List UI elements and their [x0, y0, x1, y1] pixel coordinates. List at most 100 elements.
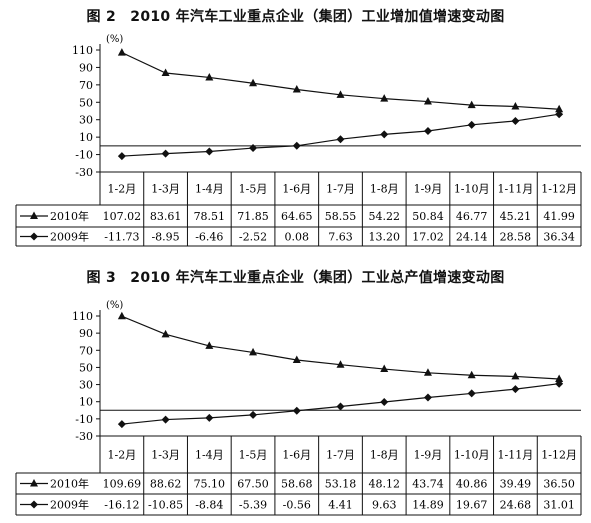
diamond-point: [205, 413, 214, 422]
figure-2: 图 2 2010 年汽车工业重点企业（集团）工业增加值增速变动图 110 90 70…: [15, 9, 582, 247]
category-label: 1-3月: [151, 183, 180, 196]
diamond-point: [380, 130, 389, 139]
data-label: 67.50: [237, 478, 269, 491]
data-label: 43.74: [412, 478, 444, 491]
data-label: 41.99: [543, 210, 575, 223]
series-triangle: [117, 48, 564, 113]
data-label: 50.84: [412, 210, 444, 223]
data-label: 78.51: [194, 210, 226, 223]
data-label: 4.41: [328, 499, 353, 512]
category-label: 1-2月: [108, 449, 137, 462]
data-label: 24.14: [456, 231, 488, 244]
category-label: 1-4月: [195, 183, 224, 196]
y-axis: 110 90 70 50 30 10 -10 -30: [72, 310, 101, 473]
y-tick-label: 30: [79, 379, 93, 392]
triangle-point: [292, 85, 301, 93]
diamond-point: [117, 420, 126, 429]
triangle-point: [292, 355, 301, 363]
triangle-point: [161, 68, 170, 76]
legend-diamond-marker: [30, 232, 38, 241]
diamond-point: [336, 135, 345, 144]
y-tick-label: 10: [79, 396, 93, 409]
category-label: 1-7月: [326, 449, 355, 462]
y-tick-label: 110: [72, 310, 93, 323]
diamond-point: [467, 120, 476, 129]
data-label: 58.68: [281, 478, 313, 491]
category-label: 1-10月: [454, 183, 490, 196]
y-tick-label: 50: [79, 361, 93, 374]
data-label: 71.85: [237, 210, 269, 223]
data-label: 0.08: [285, 231, 310, 244]
data-label: 24.68: [500, 499, 532, 512]
unit-label: (%): [106, 300, 123, 311]
diamond-point: [292, 406, 301, 415]
data-label: 36.50: [543, 478, 575, 491]
series-line: [121, 113, 560, 157]
y-tick-label: 10: [79, 131, 93, 144]
triangle-point: [205, 341, 214, 349]
data-label: -16.12: [104, 499, 139, 512]
category-label: 1-10月: [454, 449, 490, 462]
category-label: 1-4月: [195, 449, 224, 462]
diamond-point: [380, 398, 389, 407]
data-label: 53.18: [325, 478, 357, 491]
data-label: 88.62: [150, 478, 182, 491]
series-triangle: [117, 311, 564, 382]
triangle-point: [336, 360, 345, 368]
category-label: 1-6月: [282, 449, 311, 462]
y-tick-label: 70: [79, 79, 93, 92]
category-label: 1-6月: [282, 183, 311, 196]
triangle-point: [161, 329, 170, 338]
diamond-point: [249, 144, 258, 153]
y-tick-label: 30: [79, 114, 93, 127]
diamond-point: [117, 152, 126, 161]
data-label: 107.02: [103, 210, 142, 223]
category-label: 1-2月: [108, 183, 137, 196]
triangle-point: [249, 347, 258, 356]
category-label: 1-5月: [239, 183, 268, 196]
category-label: 1-7月: [326, 183, 355, 196]
series-diamond: [117, 379, 564, 429]
legend-triangle-marker: [30, 211, 38, 219]
data-label: 13.20: [368, 231, 400, 244]
data-label: 36.34: [543, 231, 575, 244]
category-label: 1-9月: [414, 449, 443, 462]
diamond-point: [161, 415, 170, 424]
data-label: 9.63: [372, 499, 397, 512]
triangle-point: [423, 97, 432, 105]
data-label: -11.73: [104, 231, 139, 244]
data-label: 7.63: [328, 231, 353, 244]
y-tick-label: -30: [75, 166, 93, 179]
triangle-point: [511, 101, 520, 110]
triangle-point: [467, 370, 476, 379]
category-label: 1-9月: [414, 183, 443, 196]
data-label: 54.22: [368, 210, 400, 223]
category-label: 1-11月: [498, 183, 534, 196]
data-label: -6.46: [195, 231, 223, 244]
y-tick-label: 110: [72, 44, 93, 57]
y-tick-label: -10: [75, 149, 93, 162]
category-label: 1-11月: [498, 449, 534, 462]
diamond-point: [555, 110, 564, 119]
legend-label: 2010年: [50, 209, 89, 223]
category-label: 1-3月: [151, 449, 180, 462]
diamond-point: [205, 147, 214, 156]
unit-label: (%): [106, 34, 123, 45]
triangle-point: [117, 48, 126, 56]
legend-diamond-marker: [30, 500, 38, 509]
data-label: 19.67: [456, 499, 488, 512]
triangle-point: [205, 72, 214, 81]
diamond-point: [423, 127, 432, 136]
data-label: 46.77: [456, 210, 488, 223]
y-axis: 110 90 70 50 30 10 -10 -30: [72, 44, 101, 205]
data-label: 40.86: [456, 478, 488, 491]
diamond-point: [511, 385, 520, 394]
diamond-point: [161, 149, 170, 158]
data-label: -10.85: [148, 499, 183, 512]
triangle-point: [555, 374, 564, 382]
triangle-point: [511, 371, 520, 380]
category-label: 1-5月: [239, 449, 268, 462]
figure-3: 图 3 2010 年汽车工业重点企业（集团）工业总产值增速变动图 110 90 70…: [0, 264, 591, 523]
